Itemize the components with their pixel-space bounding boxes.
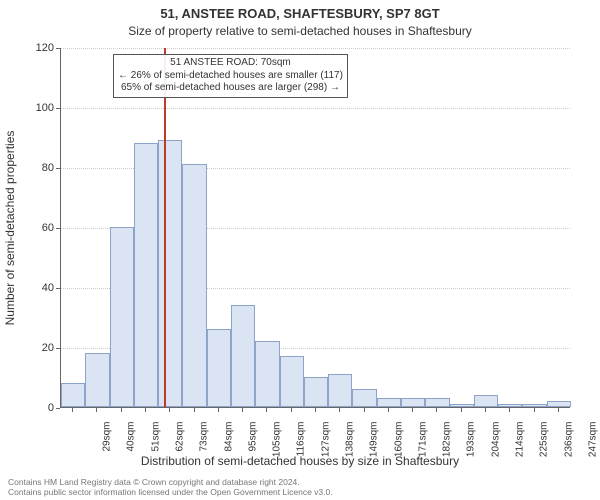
x-tick-label: 149sqm: [369, 422, 380, 462]
x-tick-mark: [121, 408, 122, 412]
x-tick-mark: [266, 408, 267, 412]
y-tick-label: 20: [14, 342, 54, 354]
annotation-box: 51 ANSTEE ROAD: 70sqm← 26% of semi-detac…: [113, 54, 348, 98]
histogram-bar: [231, 305, 255, 407]
y-tick-label: 120: [14, 42, 54, 54]
x-tick-label: 62sqm: [175, 422, 186, 462]
histogram-bar: [158, 140, 182, 407]
x-tick-mark: [339, 408, 340, 412]
x-tick-label: 127sqm: [320, 422, 331, 462]
x-tick-mark: [169, 408, 170, 412]
x-tick-label: 236sqm: [563, 422, 574, 462]
x-tick-mark: [534, 408, 535, 412]
x-tick-label: 84sqm: [223, 422, 234, 462]
annotation-line2: ← 26% of semi-detached houses are smalle…: [118, 70, 343, 83]
histogram-bar: [280, 356, 304, 407]
x-tick-label: 116sqm: [296, 422, 307, 462]
histogram-bar: [450, 404, 474, 407]
footer-attribution: Contains HM Land Registry data © Crown c…: [8, 478, 333, 498]
histogram-bar: [425, 398, 449, 407]
chart-title-line2: Size of property relative to semi-detach…: [0, 24, 600, 38]
x-tick-label: 73sqm: [199, 422, 210, 462]
histogram-bar: [522, 404, 546, 407]
x-tick-mark: [412, 408, 413, 412]
x-tick-mark: [315, 408, 316, 412]
x-tick-label: 40sqm: [126, 422, 137, 462]
y-tick-mark: [56, 408, 60, 409]
histogram-bar: [61, 383, 85, 407]
histogram-bar: [547, 401, 571, 407]
x-tick-mark: [461, 408, 462, 412]
histogram-bar: [328, 374, 352, 407]
histogram-bar: [352, 389, 376, 407]
x-tick-mark: [96, 408, 97, 412]
x-tick-label: 247sqm: [587, 422, 598, 462]
annotation-line1: 51 ANSTEE ROAD: 70sqm: [118, 57, 343, 70]
x-tick-label: 51sqm: [150, 422, 161, 462]
x-tick-mark: [485, 408, 486, 412]
y-tick-label: 40: [14, 282, 54, 294]
histogram-bar: [85, 353, 109, 407]
x-tick-label: 105sqm: [272, 422, 283, 462]
histogram-bar: [498, 404, 522, 407]
y-tick-label: 100: [14, 102, 54, 114]
gridline: [61, 48, 570, 49]
reference-line: [164, 48, 166, 407]
histogram-bar: [474, 395, 498, 407]
x-tick-mark: [436, 408, 437, 412]
histogram-bar: [207, 329, 231, 407]
x-tick-mark: [242, 408, 243, 412]
histogram-bar: [110, 227, 134, 407]
histogram-bar: [182, 164, 206, 407]
x-tick-label: 204sqm: [490, 422, 501, 462]
x-tick-mark: [145, 408, 146, 412]
gridline: [61, 108, 570, 109]
annotation-line3: 65% of semi-detached houses are larger (…: [118, 82, 343, 95]
x-tick-mark: [558, 408, 559, 412]
plot-area: 51 ANSTEE ROAD: 70sqm← 26% of semi-detac…: [60, 48, 570, 408]
histogram-bar: [377, 398, 401, 407]
y-tick-mark: [56, 168, 60, 169]
x-tick-mark: [388, 408, 389, 412]
y-tick-mark: [56, 348, 60, 349]
y-tick-mark: [56, 288, 60, 289]
x-tick-label: 95sqm: [247, 422, 258, 462]
x-tick-mark: [364, 408, 365, 412]
footer-line2: Contains public sector information licen…: [8, 488, 333, 498]
y-tick-mark: [56, 108, 60, 109]
x-tick-label: 225sqm: [539, 422, 550, 462]
x-tick-label: 29sqm: [102, 422, 113, 462]
x-tick-mark: [194, 408, 195, 412]
chart-container: 51, ANSTEE ROAD, SHAFTESBURY, SP7 8GT Si…: [0, 0, 600, 500]
y-tick-label: 60: [14, 222, 54, 234]
x-tick-mark: [218, 408, 219, 412]
chart-title-line1: 51, ANSTEE ROAD, SHAFTESBURY, SP7 8GT: [0, 6, 600, 21]
histogram-bar: [304, 377, 328, 407]
x-tick-label: 171sqm: [417, 422, 428, 462]
x-tick-label: 193sqm: [466, 422, 477, 462]
y-tick-label: 80: [14, 162, 54, 174]
histogram-bar: [134, 143, 158, 407]
y-tick-mark: [56, 48, 60, 49]
x-tick-mark: [509, 408, 510, 412]
x-tick-mark: [291, 408, 292, 412]
histogram-bar: [401, 398, 425, 407]
x-tick-label: 182sqm: [442, 422, 453, 462]
x-tick-label: 160sqm: [393, 422, 404, 462]
x-tick-mark: [72, 408, 73, 412]
histogram-bar: [255, 341, 279, 407]
y-tick-mark: [56, 228, 60, 229]
x-tick-label: 214sqm: [515, 422, 526, 462]
y-tick-label: 0: [14, 402, 54, 414]
x-tick-label: 138sqm: [345, 422, 356, 462]
